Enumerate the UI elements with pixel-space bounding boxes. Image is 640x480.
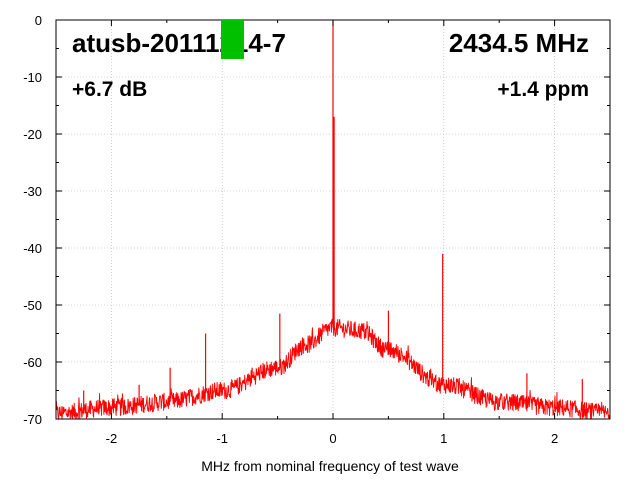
y-tick-label: -50 <box>23 298 42 313</box>
x-tick-label: 1 <box>440 431 447 446</box>
power-label: +6.7 dB <box>72 78 147 101</box>
marker-block <box>221 20 244 59</box>
y-tick-label: -60 <box>23 355 42 370</box>
frequency-label: 2434.5 MHz <box>449 28 589 58</box>
y-tick-label: -30 <box>23 184 42 199</box>
y-tick-label: -20 <box>23 127 42 142</box>
device-label: atusb-20111214-7 <box>72 28 286 58</box>
y-tick-label: 0 <box>35 13 42 28</box>
x-tick-label: 0 <box>329 431 336 446</box>
x-axis-title: MHz from nominal frequency of test wave <box>201 458 459 474</box>
y-tick-label: -70 <box>23 412 42 427</box>
y-tick-label: -10 <box>23 70 42 85</box>
spectrum-trace <box>55 20 611 421</box>
x-tick-label: 2 <box>551 431 558 446</box>
x-tick-label: -1 <box>216 431 228 446</box>
offset-label: +1.4 ppm <box>497 78 589 101</box>
x-tick-label: -2 <box>106 431 118 446</box>
y-tick-label: -40 <box>23 241 42 256</box>
